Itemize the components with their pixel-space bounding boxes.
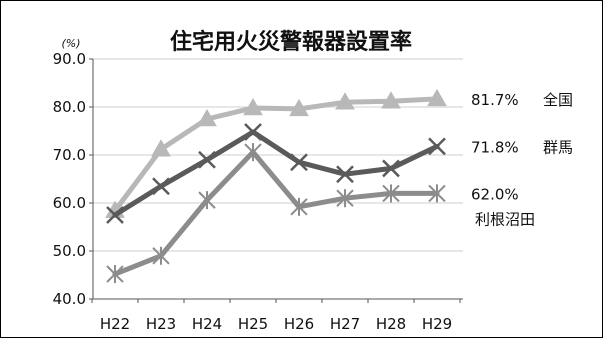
- x-tick-label-6: H28: [376, 315, 406, 333]
- series-2-point-3: [244, 143, 262, 162]
- x-tick-label-1: H23: [146, 315, 176, 333]
- series-2-point-0: [106, 265, 124, 284]
- end-label-2: 62.0% 利根沼田: [471, 185, 535, 228]
- series-0-point-7: [427, 88, 447, 107]
- y-tick-label-5: 90.0: [53, 50, 86, 68]
- series-2-point-4: [290, 197, 308, 216]
- y-tick-label-3: 70.0: [53, 146, 86, 164]
- end-label-name-1: 群馬: [543, 138, 573, 156]
- unit-label: (%): [61, 37, 80, 50]
- y-tick-label-1: 50.0: [53, 242, 86, 260]
- series-line-1: [112, 129, 440, 218]
- series-2-point-6: [382, 184, 400, 203]
- series-1-point-1: [152, 177, 170, 196]
- series-0-point-5: [335, 92, 355, 110]
- x-tick-label-7: H29: [422, 315, 452, 333]
- y-tick-label-4: 80.0: [53, 98, 86, 116]
- series-0-point-4: [289, 98, 309, 117]
- series-layer: [105, 88, 447, 284]
- series-0-point-2: [197, 108, 217, 127]
- series-1-point-3: [244, 123, 262, 141]
- series-1-point-7: [428, 137, 446, 156]
- end-label-value-1: 71.8%: [471, 138, 519, 156]
- end-label-1: 71.8% 群馬: [471, 138, 573, 156]
- series-1-point-0: [106, 206, 124, 224]
- series-2-point-7: [428, 184, 446, 203]
- series-0-point-1: [151, 139, 171, 157]
- series-2-point-2: [198, 191, 216, 210]
- series-2-point-1: [152, 246, 170, 265]
- x-tick-label-5: H27: [330, 315, 360, 333]
- x-tick-label-4: H26: [284, 315, 314, 333]
- label-layer: 81.7% 全国 71.8% 群馬 62.0% 利根沼田: [471, 91, 573, 229]
- series-1-point-6: [382, 159, 400, 178]
- y-tick-label-2: 60.0: [53, 194, 86, 212]
- chart-title: 住宅用火災警報器設置率: [170, 29, 412, 55]
- series-0-point-6: [381, 91, 401, 109]
- end-label-name-0: 全国: [543, 91, 573, 109]
- x-tick-label-2: H24: [192, 315, 222, 333]
- series-line-0: [112, 96, 440, 214]
- x-tick-label-0: H22: [100, 315, 130, 333]
- series-2-point-5: [336, 189, 354, 208]
- end-label-0: 81.7% 全国: [471, 91, 573, 109]
- end-label-value-0: 81.7%: [471, 91, 519, 109]
- series-line-2: [112, 149, 440, 277]
- axis-layer: 40.0 50.0 60.0 70.0 80.0 90.0 H22 H23 H24 H25 H26 H…: [53, 50, 463, 333]
- series-1-point-5: [336, 165, 354, 184]
- series-1-point-2: [198, 150, 216, 169]
- series-0-point-3: [243, 97, 263, 116]
- end-label-value-2: 62.0%: [471, 185, 519, 203]
- series-1-point-4: [290, 153, 308, 172]
- y-tick-label-0: 40.0: [53, 290, 86, 308]
- end-label-name-2: 利根沼田: [475, 210, 535, 228]
- x-tick-label-3: H25: [238, 315, 268, 333]
